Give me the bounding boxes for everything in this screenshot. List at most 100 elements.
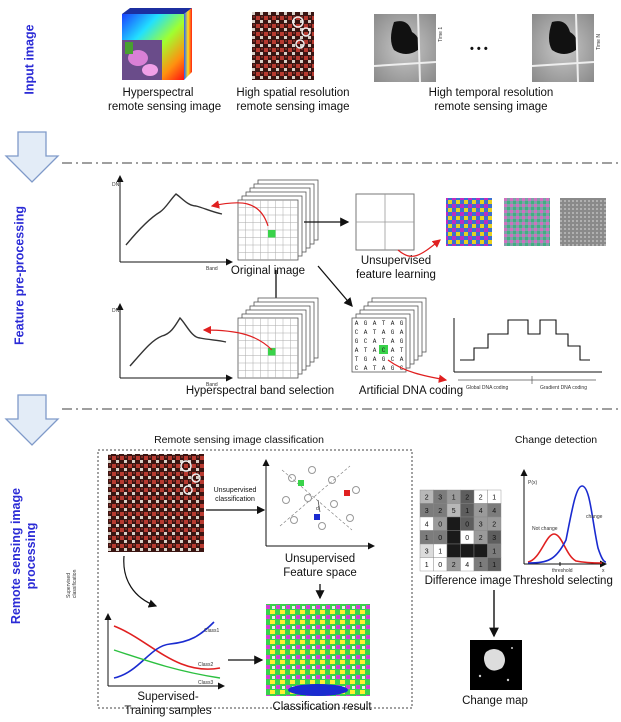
diff-value: 1: [492, 549, 496, 556]
caption-high-spatial: High spatial resolution remote sensing i…: [228, 86, 358, 114]
title-change-detection: Change detection: [506, 434, 606, 447]
label-dna-coding: Artificial DNA coding: [348, 384, 474, 398]
label-unsupervised-learning: Unsupervised feature learning: [346, 254, 446, 282]
diff-value: 2: [438, 508, 442, 515]
dna-letter: A: [355, 320, 359, 327]
dna-letter: G: [382, 356, 386, 363]
sup-class-label-2: classification: [72, 569, 78, 598]
time-ellipsis: • • •: [470, 43, 488, 55]
dna-letter: A: [400, 356, 404, 363]
gradient-dna-label: Gradient DNA coding: [540, 385, 587, 391]
distance-label: d: [316, 506, 319, 512]
time-1-label: Time 1: [438, 27, 444, 42]
class1-label: Class1: [204, 628, 220, 634]
diff-value: 3: [425, 508, 429, 515]
dna-letter: A: [373, 338, 377, 345]
dna-letter: A: [391, 320, 395, 327]
not-change-label: Not change: [532, 526, 558, 532]
diff-value: 2: [425, 495, 429, 502]
temporal-image-1: [374, 14, 436, 82]
dna-letter: G: [364, 320, 368, 327]
classification-result-image: [266, 604, 370, 696]
label-band-selection: Hyperspectral band selection: [180, 384, 340, 398]
label-training-samples: Supervised- Training samples: [98, 690, 238, 718]
dna-step-plot: [454, 318, 602, 384]
diff-cell: [447, 517, 461, 531]
diff-value: 1: [452, 495, 456, 502]
diff-value: 5: [452, 508, 456, 515]
dna-letter: A: [400, 329, 404, 336]
diff-cell: [447, 544, 461, 558]
title-classification: Remote sensing image classification: [124, 434, 354, 447]
dna-letter: G: [400, 338, 404, 345]
unsupervised-box: [356, 194, 414, 250]
high-spatial-image: [252, 12, 314, 80]
dna-letter: A: [382, 365, 386, 372]
dna-letter: G: [391, 329, 395, 336]
diff-cell: [474, 544, 488, 558]
axis-dn-bottom: DN: [112, 308, 120, 314]
label-classification-result: Classification result: [262, 700, 382, 714]
diff-cell: [461, 544, 475, 558]
dna-letter: G: [391, 365, 395, 372]
diff-value: 3: [425, 549, 429, 556]
training-samples-plot: [108, 614, 224, 686]
diff-value: 3: [492, 535, 496, 542]
temporal-image-n: [532, 14, 594, 82]
diff-value: 1: [479, 562, 483, 569]
dna-letter: A: [373, 356, 377, 363]
spectrum-plot-bottom: [120, 304, 232, 378]
diff-value: 2: [479, 495, 483, 502]
flow-arrow-1: [6, 132, 58, 182]
diff-value: 2: [452, 562, 456, 569]
dna-letter: C: [355, 365, 359, 372]
label-difference-image: Difference image: [420, 574, 516, 588]
caption-hyperspectral: Hyperspectral remote sensing image: [108, 86, 208, 114]
label-feature-space: Unsupervised Feature space: [276, 552, 364, 580]
flow-arrow-2: [6, 395, 58, 445]
hyperspectral-cube: [122, 8, 192, 80]
dna-letter: G: [400, 320, 404, 327]
diff-value: 2: [479, 535, 483, 542]
dna-letter: G: [355, 338, 359, 345]
diff-value: 1: [438, 549, 442, 556]
label-change-map: Change map: [450, 694, 540, 708]
dna-letter: C: [355, 329, 359, 336]
dna-letter: A: [355, 347, 359, 354]
learned-features-c: [560, 198, 606, 246]
axis-band-top: Band: [206, 266, 218, 272]
dna-letter: T: [373, 329, 377, 336]
axis-dn-top: DN: [112, 182, 120, 188]
dna-letter: A: [391, 338, 395, 345]
diff-value: 0: [465, 522, 469, 529]
diff-value: 0: [438, 562, 442, 569]
caption-high-temporal: High temporal resolution remote sensing …: [416, 86, 566, 114]
selected-pixel: [268, 230, 276, 238]
dna-letter: A: [364, 365, 368, 372]
dna-letter: T: [400, 347, 404, 354]
dna-letter: C: [364, 338, 368, 345]
dna-letter: A: [382, 329, 386, 336]
difference-image-grid: 2 3 1 2 2 1 3 2 5 1 4 4 4 0 0 3 2 1 0 0 2 3 3 1 1 1 0 2 4 1 1: [420, 490, 501, 571]
diff-value: 2: [465, 495, 469, 502]
dna-letter: A: [373, 320, 377, 327]
dna-letter: A: [364, 329, 368, 336]
learned-features-a: [446, 198, 492, 246]
dna-letter: T: [382, 320, 386, 327]
dna-letter: T: [382, 338, 386, 345]
diff-cell: [447, 531, 461, 545]
diff-value: 4: [479, 508, 483, 515]
diff-value: 1: [492, 495, 496, 502]
class3-label: Class3: [198, 680, 214, 686]
label-threshold: Threshold selecting: [506, 574, 620, 588]
diff-value: 2: [492, 522, 496, 529]
label-unsup-classification: Unsupervised classification: [206, 486, 264, 504]
diff-value: 0: [465, 535, 469, 542]
diff-value: 1: [425, 535, 429, 542]
label-original-image: Original image: [218, 264, 318, 278]
dna-letter: A: [391, 347, 395, 354]
dna-letter: G: [364, 356, 368, 363]
diff-value: 0: [438, 522, 442, 529]
learned-features-b: [504, 198, 550, 246]
